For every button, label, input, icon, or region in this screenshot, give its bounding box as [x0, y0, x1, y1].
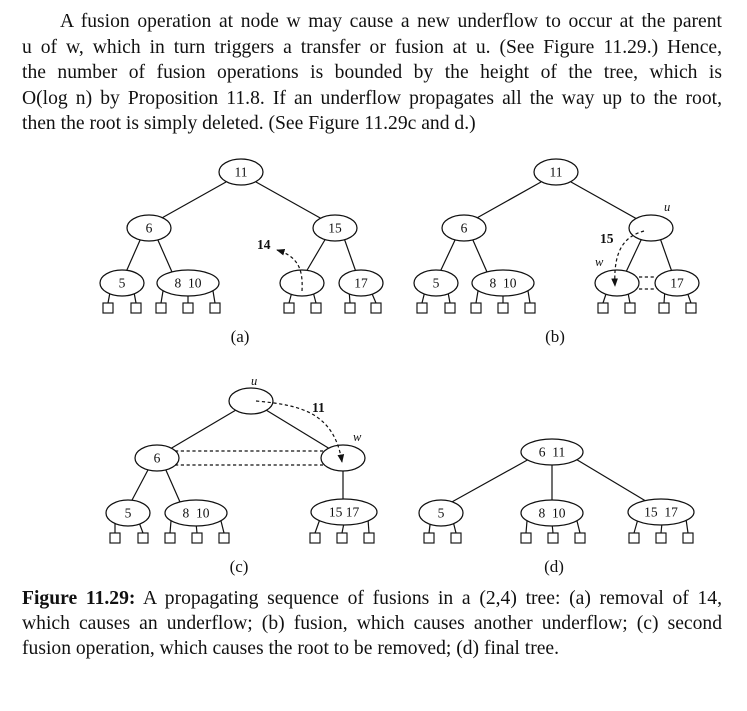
node-rr-keys: 15 17: [329, 505, 360, 520]
figure-caption: Figure 11.29: A propagating sequence of …: [22, 586, 722, 661]
caption-line-3: fusion operation, which causes the root …: [22, 638, 560, 659]
w-var-label: w: [595, 255, 604, 269]
paragraph-line-1: A fusion operation at node w may cause a…: [60, 11, 722, 32]
node-lr-keys: 8 10: [183, 506, 210, 521]
node-w: [320, 444, 366, 472]
panel-d: 6 11 5 8 10 15 17 (d): [418, 438, 695, 576]
moved-key-label: 11: [312, 400, 325, 415]
paragraph-line-5: then the root is simply deleted. (See Fi…: [22, 113, 476, 134]
node-c2-keys: 8 10: [539, 506, 566, 521]
figure-11-29: 11 6 15 5 8 10 17 14 (a): [99, 158, 700, 576]
node-lr-keys: 8 10: [490, 276, 517, 291]
node-ll-key: 5: [119, 276, 126, 291]
node-right-key: 15: [328, 221, 342, 236]
node-rr: [654, 269, 700, 297]
node-root: [533, 158, 579, 186]
node-c3-keys: 15 17: [644, 505, 678, 520]
node-root-key: 11: [550, 165, 563, 180]
node-ll-key: 5: [125, 506, 132, 521]
node-w: [594, 269, 640, 297]
panel-c: 6 5 8 10 15 17 11 u w (c): [105, 374, 378, 576]
moved-key-label: 15: [600, 231, 614, 246]
paragraph-line-3: the number of fusion operations is bound…: [22, 62, 722, 83]
node-u: [628, 214, 674, 242]
node-c3: [627, 498, 695, 526]
external-leaves: [416, 302, 697, 314]
node-root-key: 11: [235, 165, 248, 180]
removal-arrow: [276, 248, 303, 292]
panel-a: 11 6 15 5 8 10 17 14 (a): [99, 158, 384, 346]
node-lr: [164, 499, 228, 527]
node-ll: [105, 499, 151, 527]
panel-label: (a): [231, 327, 250, 346]
panel-b: 11 6 5 8 10 17 15 u w (b): [413, 158, 700, 346]
node-ll-key: 5: [433, 276, 440, 291]
node-left-key: 6: [461, 221, 468, 236]
node-lr-keys: 8 10: [175, 276, 202, 291]
node-c1: [418, 499, 464, 527]
body-paragraph: A fusion operation at node w may cause a…: [22, 9, 722, 137]
node-root: [218, 158, 264, 186]
external-leaves: [102, 302, 382, 314]
node-c1-key: 5: [438, 506, 445, 521]
panel-label: (b): [545, 327, 565, 346]
caption-line-2: which causes an underflow; (b) fusion, w…: [22, 613, 722, 634]
external-leaves: [423, 532, 694, 544]
node-lr: [471, 269, 535, 297]
node-rr-key: 17: [670, 276, 684, 291]
w-var-label: w: [353, 430, 362, 444]
caption-line-1: Figure 11.29: A propagating sequence of …: [22, 586, 722, 611]
u-var-label: u: [664, 200, 670, 214]
node-root-keys: 6 11: [539, 445, 566, 460]
node-u: [228, 387, 274, 415]
node-left: [441, 214, 487, 242]
node-root: [520, 438, 584, 466]
transfer-arrow: [255, 400, 345, 463]
panel-label: (c): [230, 557, 249, 576]
node-ll: [413, 269, 459, 297]
node-left: [134, 444, 180, 472]
panel-label: (d): [544, 557, 564, 576]
node-rr: [310, 498, 378, 526]
node-lr: [156, 269, 220, 297]
u-var-label: u: [251, 374, 257, 388]
node-rr: [338, 269, 384, 297]
caption-text-1: A propagating sequence of fusions in a (…: [143, 588, 722, 609]
node-right: [312, 214, 358, 242]
paragraph-line-4: O(log n) by Proposition 11.8. If an unde…: [22, 87, 722, 109]
node-c2: [520, 499, 584, 527]
node-left-key: 6: [146, 221, 153, 236]
caption-label: Figure 11.29:: [22, 588, 136, 609]
node-left-key: 6: [154, 451, 161, 466]
node-ll: [99, 269, 145, 297]
node-rr-key: 17: [354, 276, 368, 291]
moved-key-label: 14: [257, 237, 271, 252]
external-leaves: [109, 532, 375, 544]
transfer-arrow: [611, 230, 645, 287]
node-left: [126, 214, 172, 242]
paragraph-line-2: u of w, which in turn triggers a transfe…: [22, 36, 722, 58]
